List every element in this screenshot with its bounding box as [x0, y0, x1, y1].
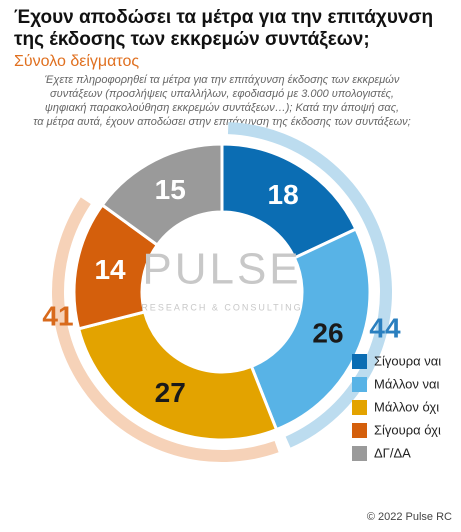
legend-label: Σίγουρα ναι [374, 353, 441, 368]
donut-segment [76, 310, 279, 442]
value-label: 27 [155, 377, 186, 408]
legend-swatch [352, 354, 367, 369]
value-label: 14 [94, 254, 126, 285]
value-label: 26 [312, 317, 343, 348]
watermark: RESEARCH & CONSULTING [141, 302, 302, 312]
note-line: ψηφιακή παρακολούθηση εκκρεμών συντάξεων… [45, 102, 399, 114]
donut-segment [100, 142, 224, 248]
group-arc [52, 197, 279, 462]
legend-label: Μάλλον όχι [374, 399, 439, 414]
note-line: Έχετε πληροφορηθεί τα μέτρα για την επιτ… [45, 74, 400, 86]
legend-swatch [352, 446, 367, 461]
group-label: 41 [42, 300, 73, 331]
note-line: τα μέτρα αυτά, έχουν αποδώσει στην επιτά… [33, 116, 410, 128]
value-label: 15 [155, 174, 186, 205]
note-line: συντάξεων (προσλήψεις υπαλλήλων, εφοδιασ… [50, 88, 394, 100]
footer: © 2022 Pulse RC [367, 511, 452, 523]
legend-label: ΔΓ/ΔΑ [374, 445, 411, 460]
legend-label: Μάλλον ναι [374, 376, 440, 391]
legend-swatch [352, 423, 367, 438]
title-line: της έκδοσης των εκκρεμών συντάξεων; [14, 29, 370, 50]
legend-label: Σίγουρα όχι [374, 422, 441, 437]
group-label: 44 [369, 312, 401, 343]
legend-swatch [352, 400, 367, 415]
donut-segment [249, 226, 372, 432]
title-line: Έχουν αποδώσει τα μέτρα για την επιτάχυν… [14, 7, 433, 28]
subtitle: Σύνολο δείγματος [14, 53, 139, 70]
value-label: 18 [268, 179, 299, 210]
legend-swatch [352, 377, 367, 392]
watermark: PULSE [142, 245, 301, 294]
